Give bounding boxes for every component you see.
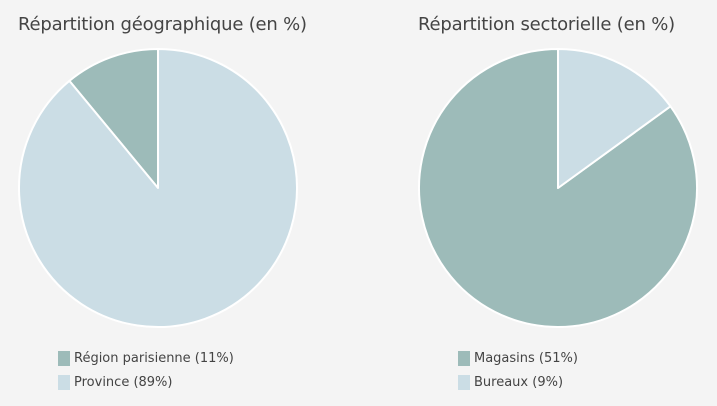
legend-item: Province (89%) bbox=[58, 370, 234, 394]
legend-label: Magasins (51%) bbox=[474, 350, 578, 366]
chart-title: Répartition sectorielle (en %) bbox=[418, 14, 675, 35]
pie-slice bbox=[557, 48, 672, 189]
legend-item: Région parisienne (11%) bbox=[58, 346, 234, 370]
legend-swatch bbox=[458, 374, 470, 390]
legend-swatch bbox=[58, 350, 70, 366]
sector-chart: Répartition sectorielle (en %) Magasins … bbox=[400, 0, 717, 406]
legend-item: Bureaux (9%) bbox=[458, 370, 578, 394]
legend-label: Bureaux (9%) bbox=[474, 374, 564, 390]
pie-slice bbox=[418, 48, 698, 328]
geographic-pie bbox=[18, 48, 298, 328]
legend-swatch bbox=[58, 374, 70, 390]
legend-label: Province (89%) bbox=[74, 374, 173, 390]
chart-title: Répartition géographique (en %) bbox=[18, 14, 307, 35]
chart-legend: Magasins (51%) Bureaux (9%) bbox=[458, 346, 578, 394]
legend-item: Magasins (51%) bbox=[458, 346, 578, 370]
pie-slice bbox=[18, 48, 298, 328]
pie-slice bbox=[68, 48, 159, 189]
geographic-chart: Répartition géographique (en %) Région p… bbox=[0, 0, 320, 406]
legend-label: Région parisienne (11%) bbox=[74, 350, 234, 366]
legend-swatch bbox=[458, 350, 470, 366]
chart-legend: Région parisienne (11%) Province (89%) bbox=[58, 346, 234, 394]
sector-pie bbox=[418, 48, 698, 328]
